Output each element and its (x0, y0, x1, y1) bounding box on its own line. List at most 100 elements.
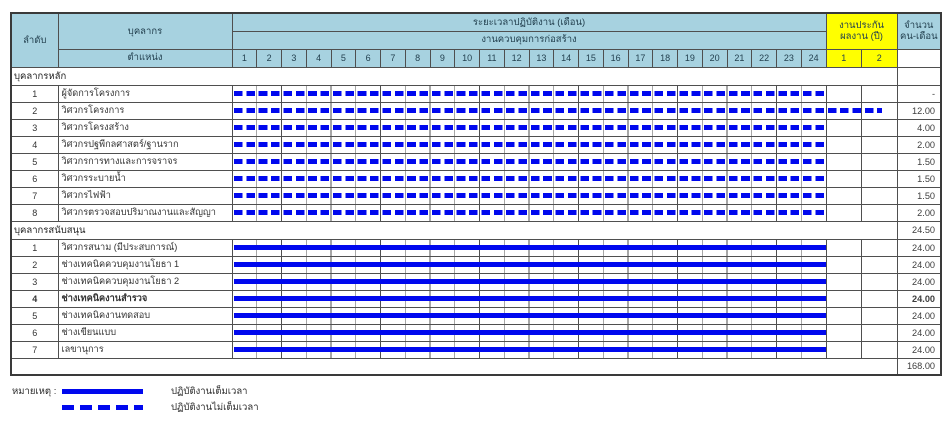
warranty-cell (861, 169, 898, 188)
legend-row-full-time: หมายเหตุ : ปฏิบัติงานเต็มเวลา (12, 384, 259, 398)
legend-dashed-bar-swatch (62, 404, 143, 410)
warranty-cell (825, 152, 863, 171)
row-number-cell: 6 (10, 323, 59, 342)
warranty-cell (861, 135, 898, 154)
personnel-row: 4 วิศวกรปฐพีกลศาสตร์/ฐานราก 2.00 (10, 135, 942, 154)
row-number-cell: 5 (10, 152, 59, 171)
legend-part-time-label: ปฏิบัติงานไม่เต็มเวลา (171, 401, 259, 413)
row-number-cell: 3 (10, 118, 59, 137)
month-column-header: 2 (256, 48, 282, 68)
legend-row-part-time: ปฏิบัติงานไม่เต็มเวลา (12, 400, 259, 414)
warranty-cell (825, 84, 863, 103)
month-column-header: 6 (355, 48, 381, 68)
month-column-header: 14 (553, 48, 579, 68)
warranty-cell (825, 186, 863, 205)
warranty-cell (825, 340, 863, 359)
gantt-track (231, 101, 882, 120)
warranty-cell (825, 203, 863, 222)
header-personnel: บุคลากร (57, 12, 233, 50)
row-number-cell: 3 (10, 272, 59, 291)
gantt-track (231, 272, 827, 291)
gantt-bar-part-time (233, 176, 825, 181)
position-name-cell: วิศวกรสนาม (มีประสบการณ์) (57, 238, 233, 257)
legend-solid-bar-swatch (62, 388, 143, 394)
personnel-row: 1 ผู้จัดการโครงการ - (10, 84, 942, 103)
gantt-track (231, 255, 827, 274)
position-name-cell: ช่างเทคนิคงานทดสอบ (57, 306, 233, 325)
warranty-cell (861, 152, 898, 171)
month-column-header: 18 (652, 48, 678, 68)
section-subtotal-cell: 24.50 (896, 220, 942, 240)
warranty-cell (825, 255, 863, 274)
section-title: บุคลากรหลัก (10, 66, 898, 86)
row-number-cell: 8 (10, 203, 59, 222)
warranty-year-2-header: 2 (861, 48, 898, 68)
month-column-header: 1 (231, 48, 258, 68)
header-no: ลำดับ (10, 12, 59, 68)
personnel-row: 5 วิศวกรการทางและการจราจร 1.50 (10, 152, 942, 171)
man-months-header-spacer (896, 48, 942, 68)
warranty-cell (861, 84, 898, 103)
man-months-cell: 1.50 (896, 169, 942, 188)
row-number-cell: 7 (10, 186, 59, 205)
row-number-cell: 4 (10, 135, 59, 154)
gantt-track (231, 340, 827, 359)
month-column-header: 11 (479, 48, 505, 68)
personnel-row: 3 วิศวกรโครงสร้าง 4.00 (10, 118, 942, 137)
man-months-cell: 24.00 (896, 306, 942, 325)
month-column-header: 22 (751, 48, 777, 68)
gantt-bar-part-time (233, 210, 825, 215)
month-column-header: 16 (602, 48, 629, 68)
legend: หมายเหตุ : ปฏิบัติงานเต็มเวลา ปฏิบัติงาน… (12, 384, 259, 416)
personnel-row: 5 ช่างเทคนิคงานทดสอบ 24.00 (10, 306, 942, 325)
gantt-track (231, 203, 827, 222)
row-number-cell: 7 (10, 340, 59, 359)
warranty-cell (861, 289, 898, 308)
row-number-cell: 1 (10, 238, 59, 257)
position-name-cell: วิศวกรตรวจสอบปริมาณงานและสัญญา (57, 203, 233, 222)
month-column-header: 19 (677, 48, 703, 68)
position-name-cell: วิศวกรปฐพีกลศาสตร์/ฐานราก (57, 135, 233, 154)
warranty-cell (861, 255, 898, 274)
section-header-row: บุคลากรสนับสนุน 24.50 (10, 220, 942, 240)
personnel-row: 4 ช่างเทคนิคงานสำรวจ 24.00 (10, 289, 942, 308)
man-months-cell: 2.00 (896, 203, 942, 222)
man-months-line2: คน-เดือน (899, 31, 938, 43)
month-column-header: 9 (429, 48, 456, 68)
personnel-row: 7 วิศวกรไฟฟ้า 1.50 (10, 186, 942, 205)
man-months-cell: 24.00 (896, 238, 942, 257)
gantt-bar-part-time (233, 108, 882, 113)
gantt-bar-full-time (233, 313, 826, 318)
month-column-header: 7 (380, 48, 406, 68)
warranty-title-line1: งานประกัน (839, 19, 885, 31)
personnel-row: 8 วิศวกรตรวจสอบปริมาณงานและสัญญา 2.00 (10, 203, 942, 222)
header-period-subtitle: งานควบคุมการก่อสร้าง (231, 30, 827, 50)
personnel-row: 6 ช่างเขียนแบบ 24.00 (10, 323, 942, 342)
warranty-year-1-header: 1 (825, 48, 863, 68)
gantt-bar-full-time (233, 279, 826, 284)
warranty-cell (825, 238, 863, 257)
warranty-cell (861, 186, 898, 205)
position-name-cell: วิศวกรไฟฟ้า (57, 186, 233, 205)
gantt-bar-part-time (233, 193, 825, 198)
personnel-row: 1 วิศวกรสนาม (มีประสบการณ์) 24.00 (10, 238, 942, 257)
man-months-cell: 24.00 (896, 340, 942, 359)
month-column-header: 10 (454, 48, 480, 68)
row-number-cell: 1 (10, 84, 59, 103)
gantt-bar-full-time (233, 296, 826, 301)
gantt-bar-full-time (233, 330, 826, 335)
gantt-bar-full-time (233, 347, 826, 352)
warranty-title-line2: ผลงาน (ปี) (840, 31, 883, 43)
gantt-track (231, 169, 827, 188)
position-name-cell: ช่างเทคนิคงานสำรวจ (57, 289, 233, 308)
header-man-months-title: จำนวน คน-เดือน (896, 12, 942, 50)
man-months-cell: - (896, 84, 942, 103)
gantt-track (231, 118, 827, 137)
personnel-row: 2 วิศวกรโครงการ 12.00 (10, 101, 942, 120)
header-warranty-title: งานประกัน ผลงาน (ปี) (825, 12, 898, 50)
man-months-cell: 1.50 (896, 186, 942, 205)
position-name-cell: ช่างเทคนิคควบคุมงานโยธา 2 (57, 272, 233, 291)
section-title: บุคลากรสนับสนุน (10, 220, 898, 240)
header-row-1: ลำดับ บุคลากร ระยะเวลาปฏิบัติงาน (เดือน)… (10, 12, 942, 68)
